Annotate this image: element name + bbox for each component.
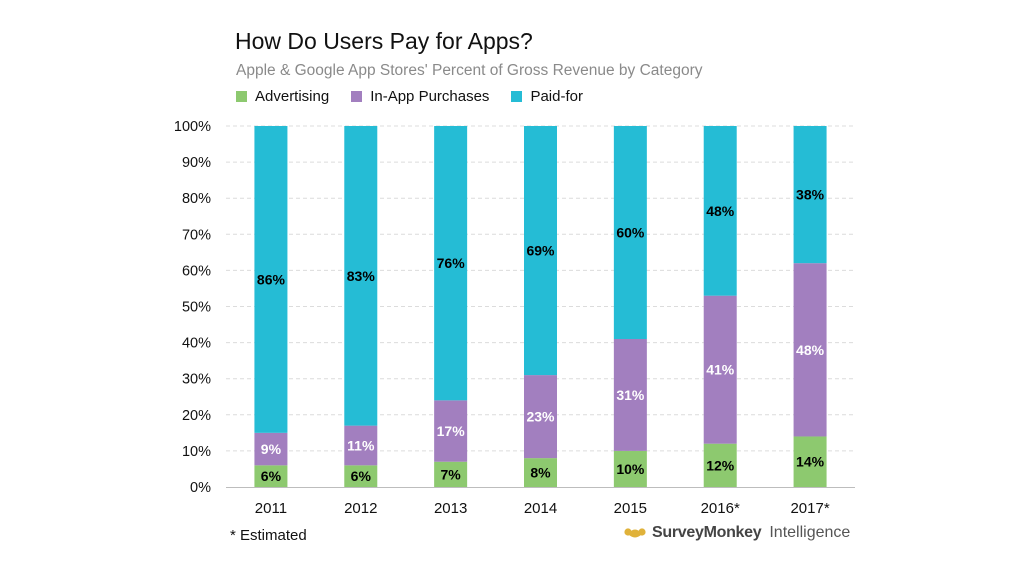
y-tick-label: 80% (182, 191, 211, 207)
legend-item-in-app-purchases: In-App Purchases (351, 88, 489, 105)
y-tick-label: 60% (182, 263, 211, 279)
y-tick-label: 10% (182, 444, 211, 460)
data-label: 7% (441, 466, 462, 482)
x-tick-label: 2015 (614, 500, 647, 517)
data-label: 9% (261, 441, 282, 457)
legend-label-advertising: Advertising (255, 88, 330, 105)
x-tick-label: 2012 (344, 500, 377, 517)
data-label: 6% (261, 468, 282, 484)
y-tick-label: 20% (182, 408, 211, 424)
bar-segment (254, 432, 288, 466)
bar-segment (613, 338, 647, 451)
x-tick-label: 2016* (701, 500, 740, 517)
bar-segment (793, 126, 827, 264)
data-label: 11% (347, 437, 375, 453)
y-tick-label: 40% (182, 336, 211, 352)
bar-segment (524, 458, 557, 487)
bar-segment (434, 400, 468, 462)
data-label: 41% (706, 362, 735, 378)
data-label: 8% (530, 465, 551, 481)
y-tick-label: 70% (182, 227, 211, 243)
legend-swatch-in-app-purchases (351, 91, 363, 102)
bar-segment (254, 126, 288, 433)
legend-item-paid-for: Paid-for (511, 88, 583, 105)
data-label: 10% (616, 461, 645, 477)
x-tick-label: 2014 (524, 500, 557, 517)
data-label: 23% (526, 409, 555, 425)
bar-segment (344, 126, 378, 426)
legend-swatch-paid-for (511, 91, 523, 102)
bar-segment (254, 465, 288, 487)
x-tick-label: 2017* (790, 500, 829, 517)
x-tick-label: 2011 (255, 500, 287, 517)
bar-segment (793, 436, 827, 487)
brand-monkey-icon (624, 528, 646, 538)
bar-segment (703, 126, 737, 296)
data-label: 48% (706, 203, 735, 219)
data-label: 17% (437, 423, 466, 439)
data-label: 12% (706, 457, 735, 473)
data-label: 38% (796, 187, 825, 203)
chart-subtitle: Apple & Google App Stores' Percent of Gr… (236, 62, 703, 79)
legend-label-paid-for: Paid-for (530, 88, 583, 105)
legend-item-advertising: Advertising (236, 88, 329, 105)
bar-segment (703, 295, 737, 444)
footnote: * Estimated (230, 527, 307, 544)
brand-name: SurveyMonkey (652, 524, 762, 541)
legend: Advertising In-App Purchases Paid-for (236, 88, 583, 105)
data-label: 86% (257, 271, 286, 287)
x-tick-label: 2013 (434, 500, 467, 517)
data-label: 14% (796, 454, 825, 470)
bar-segment (703, 443, 737, 487)
bar-segment (434, 461, 468, 487)
y-tick-label: 50% (182, 300, 211, 316)
bar-segment (434, 126, 468, 401)
data-label: 31% (616, 387, 645, 403)
bar-segment (793, 263, 827, 437)
data-label: 83% (347, 268, 376, 284)
data-label: 6% (351, 468, 372, 484)
y-tick-label: 30% (182, 372, 211, 388)
bar-segment (613, 126, 647, 339)
brand-sub: Intelligence (769, 524, 851, 541)
bar-segment (524, 375, 557, 459)
data-label: 48% (796, 342, 825, 358)
legend-swatch-advertising (236, 91, 247, 102)
bar-segment (524, 126, 557, 376)
brand-logo: SurveyMonkey Intelligence (624, 524, 850, 542)
legend-label-in-app-purchases: In-App Purchases (370, 88, 490, 105)
chart-title: How Do Users Pay for Apps? (235, 28, 533, 54)
bar-segment (613, 450, 647, 487)
bar-segment (344, 465, 378, 487)
y-tick-label: 0% (190, 480, 211, 496)
bar-segment (344, 425, 378, 466)
y-tick-label: 90% (182, 155, 211, 171)
data-label: 69% (526, 243, 555, 259)
data-label: 76% (437, 255, 466, 271)
y-tick-label: 100% (174, 119, 211, 135)
data-label: 60% (616, 224, 645, 240)
